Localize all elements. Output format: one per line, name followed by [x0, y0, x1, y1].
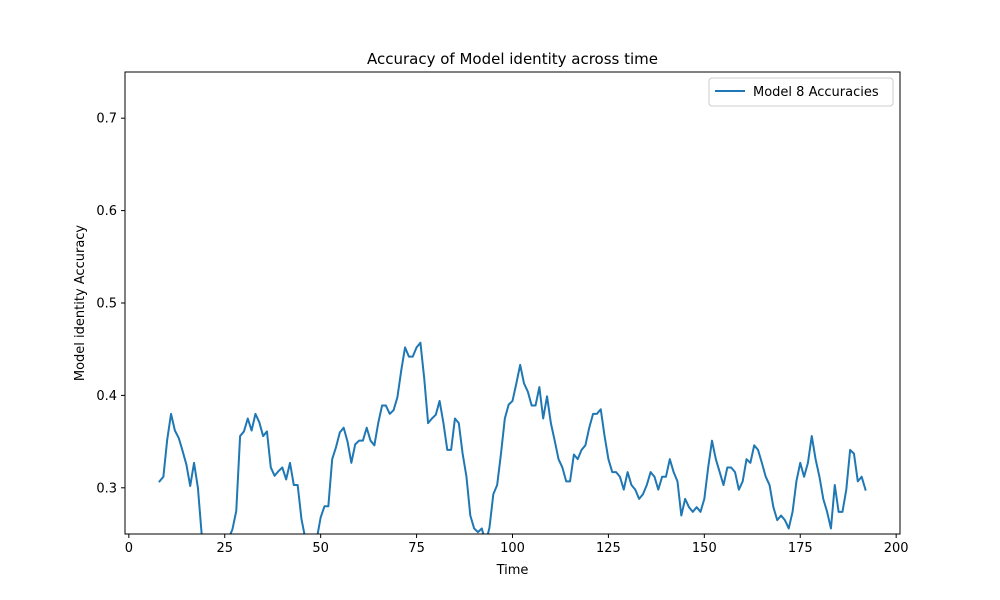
x-tick-label: 150 [692, 541, 717, 556]
series-layer [158, 341, 867, 534]
legend-box [708, 77, 894, 107]
legend-label: Model 8 Accuracies [753, 85, 879, 100]
x-tick-label: 50 [312, 541, 329, 556]
x-tick-label: 175 [788, 541, 813, 556]
legend: Model 8 Accuracies [708, 77, 894, 107]
x-tick-label: 25 [216, 541, 233, 556]
y-tick-label: 0.7 [96, 112, 117, 127]
chart-title: Accuracy of Model identity across time [367, 50, 658, 68]
x-tick-label: 75 [408, 541, 425, 556]
y-tick-label: 0.5 [96, 297, 117, 312]
y-axis-label: Model identity Accuracy [73, 225, 88, 382]
x-axis-label: Time [496, 563, 529, 578]
y-tick-label: 0.3 [96, 481, 117, 496]
y-tick-label: 0.4 [96, 389, 117, 404]
x-tick-label: 0 [125, 541, 133, 556]
x-axis: 0 25 50 75 100 125 150 175 200 [125, 534, 909, 556]
x-tick-label: 100 [500, 541, 525, 556]
series-line-model-8-accuracies [158, 341, 867, 534]
x-tick-label: 125 [596, 541, 621, 556]
y-tick-label: 0.6 [96, 204, 117, 219]
y-axis: 0.3 0.4 0.5 0.6 0.7 [96, 112, 125, 496]
x-tick-label: 200 [884, 541, 909, 556]
